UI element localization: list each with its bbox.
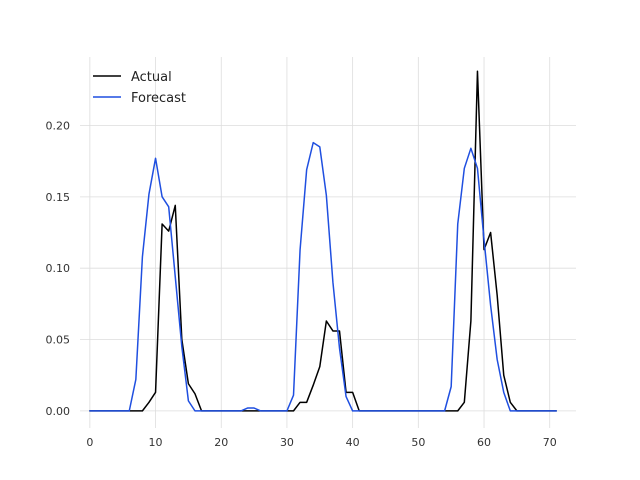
x-tick-label: 30: [280, 436, 294, 449]
x-tick-label: 40: [346, 436, 360, 449]
x-axis-ticks: 0 10 20 30 40 50 60 70: [86, 436, 556, 449]
y-tick-label: 0.10: [46, 262, 71, 275]
y-tick-label: 0.15: [46, 191, 71, 204]
x-tick-label: 60: [477, 436, 491, 449]
series-lines: [89, 70, 558, 412]
y-tick-label: 0.05: [46, 334, 71, 347]
legend: Actual Forecast: [93, 70, 186, 106]
y-axis-ticks: 0.00 0.05 0.10 0.15 0.20: [46, 119, 71, 417]
series-line-actual: [89, 70, 558, 412]
legend-label-actual: Actual: [131, 70, 172, 85]
legend-label-forecast: Forecast: [131, 91, 186, 106]
y-tick-label: 0.20: [46, 119, 71, 132]
x-tick-label: 50: [411, 436, 425, 449]
x-tick-label: 70: [543, 436, 557, 449]
x-tick-label: 10: [149, 436, 163, 449]
x-tick-label: 20: [214, 436, 228, 449]
y-tick-label: 0.00: [46, 405, 71, 418]
x-tick-label: 0: [86, 436, 93, 449]
series-line-forecast: [89, 141, 558, 412]
grid: [80, 57, 576, 428]
